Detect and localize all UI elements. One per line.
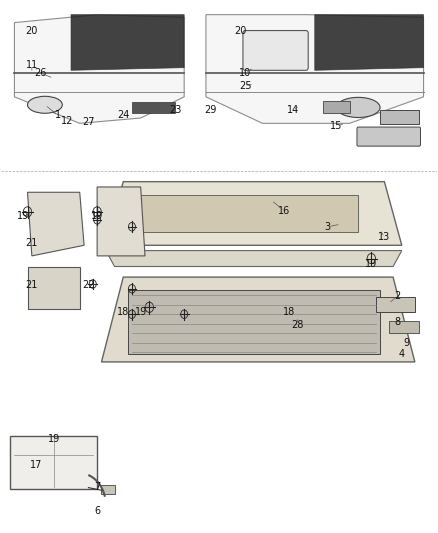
Bar (10, 436, 97, 489)
Text: 19: 19 (91, 211, 103, 221)
Bar (376, 297, 415, 312)
FancyBboxPatch shape (243, 30, 308, 70)
Polygon shape (206, 14, 424, 123)
Polygon shape (106, 182, 402, 245)
Bar (323, 101, 350, 113)
Text: 22: 22 (82, 280, 95, 290)
Text: 26: 26 (34, 68, 47, 78)
Text: 19: 19 (17, 211, 29, 221)
Text: 6: 6 (94, 506, 100, 516)
Text: 17: 17 (30, 461, 42, 470)
Text: 18: 18 (283, 306, 295, 317)
Bar (102, 485, 115, 495)
Text: 7: 7 (94, 481, 100, 491)
Polygon shape (97, 187, 145, 256)
Polygon shape (102, 277, 415, 362)
Text: 14: 14 (287, 105, 299, 115)
Ellipse shape (28, 96, 62, 114)
Text: 21: 21 (26, 280, 38, 290)
Text: 20: 20 (26, 26, 38, 36)
Text: 28: 28 (291, 320, 304, 330)
Text: 21: 21 (26, 238, 38, 248)
Polygon shape (315, 14, 424, 70)
Text: 19: 19 (134, 306, 147, 317)
Polygon shape (28, 192, 84, 256)
Text: 15: 15 (330, 121, 343, 131)
Text: 8: 8 (394, 317, 400, 327)
Text: 11: 11 (26, 60, 38, 70)
Bar (380, 110, 419, 124)
Text: 13: 13 (378, 232, 391, 243)
Bar (132, 195, 358, 232)
Polygon shape (106, 251, 402, 266)
Bar (389, 321, 419, 333)
Bar (127, 290, 380, 354)
Text: 10: 10 (239, 68, 251, 78)
Text: 3: 3 (325, 222, 331, 232)
Text: 24: 24 (117, 110, 130, 120)
Text: 18: 18 (117, 306, 129, 317)
Polygon shape (71, 14, 184, 70)
Text: 9: 9 (403, 338, 409, 349)
Text: 12: 12 (60, 116, 73, 126)
Text: 27: 27 (82, 117, 95, 127)
Text: 1: 1 (55, 110, 61, 120)
Polygon shape (14, 14, 184, 123)
Text: 19: 19 (47, 434, 60, 444)
FancyBboxPatch shape (357, 127, 420, 146)
Text: 4: 4 (399, 349, 405, 359)
Ellipse shape (336, 98, 380, 117)
Text: 19: 19 (365, 259, 378, 269)
Text: 29: 29 (204, 105, 216, 115)
Text: 2: 2 (394, 290, 401, 301)
Text: 20: 20 (235, 26, 247, 36)
Text: 25: 25 (239, 81, 251, 91)
Text: 16: 16 (278, 206, 290, 216)
Text: 23: 23 (170, 105, 182, 115)
Polygon shape (132, 102, 176, 113)
Polygon shape (28, 266, 80, 309)
